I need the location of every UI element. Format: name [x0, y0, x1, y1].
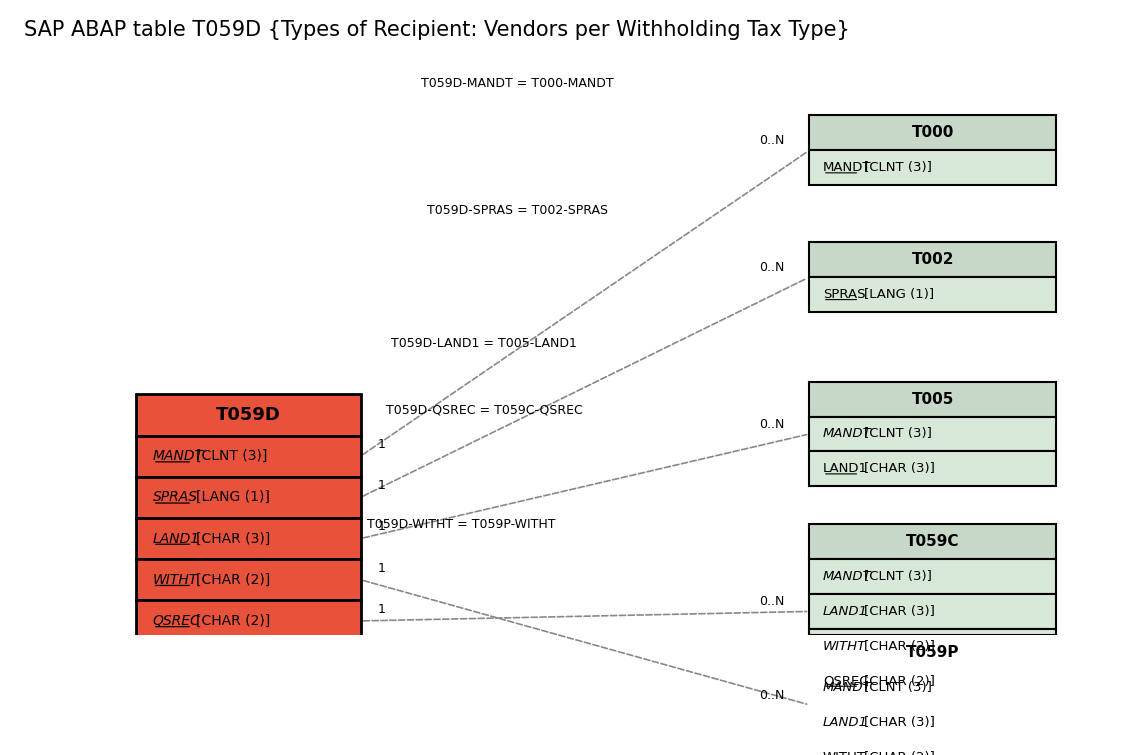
FancyBboxPatch shape	[809, 670, 1056, 705]
Text: [CLNT (3)]: [CLNT (3)]	[864, 681, 931, 694]
Text: MANDT: MANDT	[822, 427, 872, 440]
FancyBboxPatch shape	[809, 116, 1056, 150]
FancyBboxPatch shape	[809, 277, 1056, 312]
FancyBboxPatch shape	[809, 150, 1056, 185]
Text: 0..N: 0..N	[759, 595, 784, 609]
Text: QSREC: QSREC	[153, 614, 200, 628]
Text: WITHT: WITHT	[822, 639, 866, 653]
FancyBboxPatch shape	[809, 629, 1056, 664]
FancyBboxPatch shape	[136, 436, 360, 476]
Text: SPRAS: SPRAS	[153, 490, 198, 504]
Text: [LANG (1)]: [LANG (1)]	[864, 288, 934, 301]
Text: 1: 1	[377, 479, 385, 492]
Text: MANDT: MANDT	[822, 570, 872, 583]
Text: LAND1: LAND1	[153, 532, 200, 546]
Text: QSREC: QSREC	[822, 675, 868, 688]
Text: LAND1: LAND1	[822, 716, 867, 729]
FancyBboxPatch shape	[809, 635, 1056, 670]
Text: T005: T005	[911, 392, 954, 407]
Text: [CHAR (3)]: [CHAR (3)]	[864, 716, 935, 729]
Text: [CHAR (3)]: [CHAR (3)]	[196, 532, 270, 546]
Text: MANDT: MANDT	[822, 162, 872, 174]
Text: [CLNT (3)]: [CLNT (3)]	[864, 570, 931, 583]
FancyBboxPatch shape	[136, 476, 360, 518]
Text: [CLNT (3)]: [CLNT (3)]	[864, 427, 931, 440]
Text: T059D-QSREC = T059C-QSREC: T059D-QSREC = T059C-QSREC	[386, 404, 583, 417]
Text: [CHAR (2)]: [CHAR (2)]	[196, 614, 270, 628]
Text: [LANG (1)]: [LANG (1)]	[196, 490, 269, 504]
FancyBboxPatch shape	[809, 417, 1056, 451]
FancyBboxPatch shape	[809, 705, 1056, 740]
Text: [CHAR (3)]: [CHAR (3)]	[864, 605, 935, 618]
FancyBboxPatch shape	[809, 382, 1056, 417]
Text: T059C: T059C	[906, 535, 960, 549]
Text: T000: T000	[911, 125, 954, 140]
Text: SAP ABAP table T059D {Types of Recipient: Vendors per Withholding Tax Type}: SAP ABAP table T059D {Types of Recipient…	[24, 20, 849, 41]
Text: MANDT: MANDT	[822, 681, 872, 694]
Text: 0..N: 0..N	[759, 689, 784, 701]
Text: T059D-MANDT = T000-MANDT: T059D-MANDT = T000-MANDT	[421, 77, 614, 91]
FancyBboxPatch shape	[809, 740, 1056, 755]
Text: [CLNT (3)]: [CLNT (3)]	[196, 449, 267, 463]
Text: [CHAR (2)]: [CHAR (2)]	[864, 675, 935, 688]
Text: SPRAS: SPRAS	[822, 288, 865, 301]
FancyBboxPatch shape	[136, 518, 360, 559]
FancyBboxPatch shape	[136, 394, 360, 436]
Text: WITHT: WITHT	[822, 750, 866, 755]
Text: T059D-WITHT = T059P-WITHT: T059D-WITHT = T059P-WITHT	[367, 518, 556, 531]
FancyBboxPatch shape	[809, 524, 1056, 559]
FancyBboxPatch shape	[809, 242, 1056, 277]
Text: LAND1: LAND1	[822, 462, 867, 476]
Text: [CLNT (3)]: [CLNT (3)]	[864, 162, 931, 174]
Text: 0..N: 0..N	[759, 261, 784, 274]
Text: T002: T002	[911, 252, 954, 267]
FancyBboxPatch shape	[809, 451, 1056, 486]
Text: 1: 1	[377, 438, 385, 451]
FancyBboxPatch shape	[809, 664, 1056, 698]
Text: T059D-LAND1 = T005-LAND1: T059D-LAND1 = T005-LAND1	[392, 337, 577, 350]
FancyBboxPatch shape	[809, 559, 1056, 594]
Text: [CHAR (3)]: [CHAR (3)]	[864, 462, 935, 476]
Text: T059P: T059P	[906, 645, 960, 660]
Text: 0..N: 0..N	[759, 134, 784, 147]
Text: 1: 1	[377, 603, 385, 616]
Text: WITHT: WITHT	[153, 573, 198, 587]
FancyBboxPatch shape	[136, 559, 360, 600]
Text: T059D: T059D	[216, 406, 281, 424]
Text: LAND1: LAND1	[822, 605, 867, 618]
Text: [CHAR (2)]: [CHAR (2)]	[864, 750, 935, 755]
FancyBboxPatch shape	[136, 600, 360, 642]
Text: 1: 1	[377, 520, 385, 534]
Text: T059D-SPRAS = T002-SPRAS: T059D-SPRAS = T002-SPRAS	[428, 204, 609, 217]
Text: MANDT: MANDT	[153, 449, 204, 463]
Text: 0..N: 0..N	[759, 418, 784, 431]
FancyBboxPatch shape	[809, 594, 1056, 629]
Text: [CHAR (2)]: [CHAR (2)]	[196, 573, 270, 587]
Text: 1: 1	[377, 562, 385, 575]
Text: [CHAR (2)]: [CHAR (2)]	[864, 639, 935, 653]
